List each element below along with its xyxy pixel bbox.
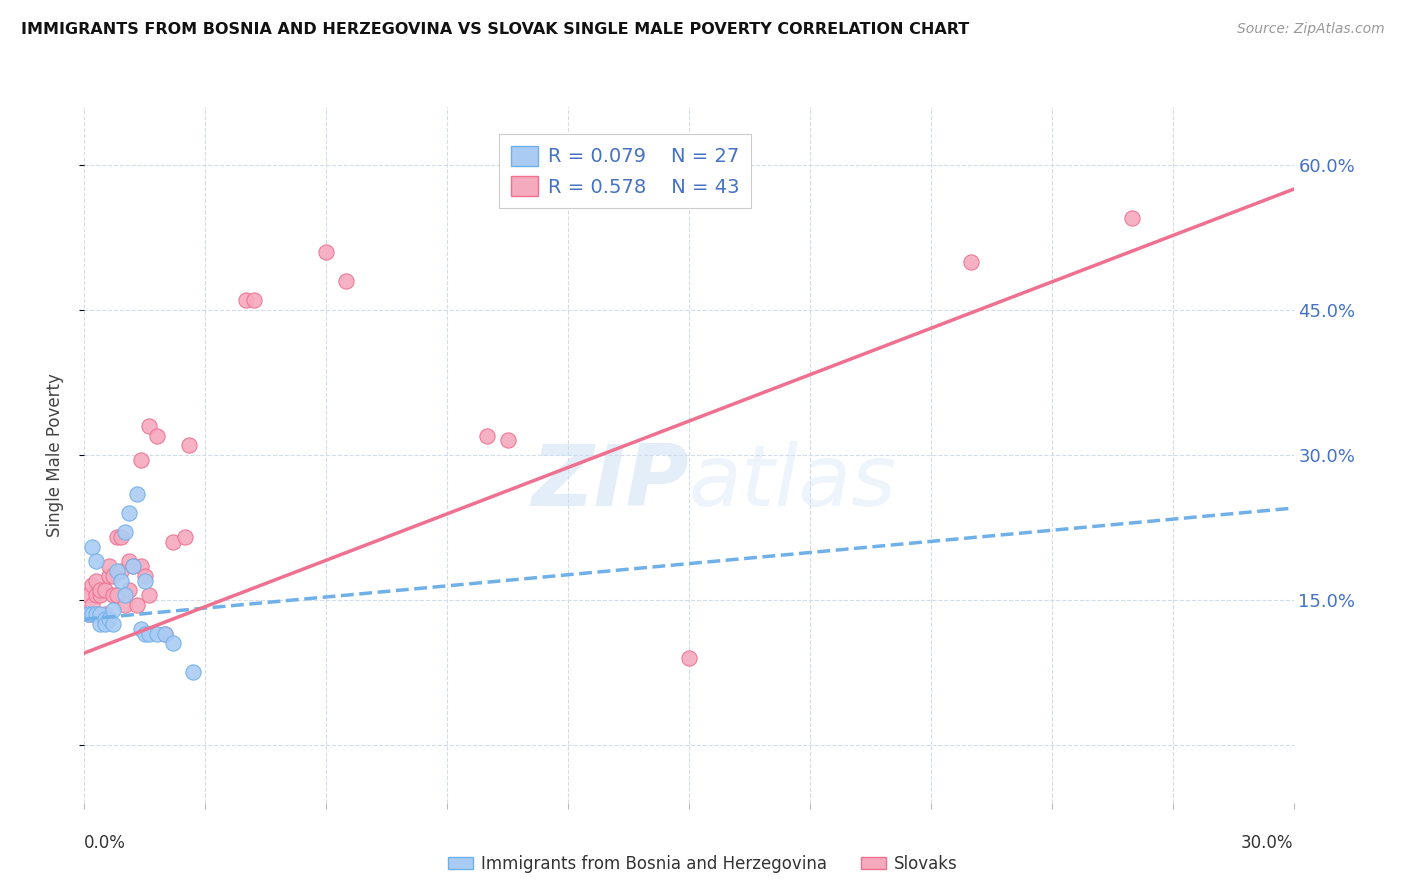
Point — [118, 506, 141, 520]
Point — [121, 559, 143, 574]
Point — [181, 665, 204, 680]
Point — [335, 274, 357, 288]
Point — [129, 622, 152, 636]
Point — [162, 636, 184, 650]
Point — [125, 598, 148, 612]
Point — [153, 626, 176, 640]
Point — [174, 530, 197, 544]
Point — [82, 578, 104, 592]
Point — [315, 244, 337, 259]
Legend: R = 0.079    N = 27, R = 0.578    N = 43: R = 0.079 N = 27, R = 0.578 N = 43 — [499, 134, 751, 208]
Point — [93, 617, 115, 632]
Point — [110, 530, 132, 544]
Point — [101, 617, 124, 632]
Point — [114, 525, 136, 540]
Point — [134, 568, 156, 582]
Point — [101, 588, 124, 602]
Point — [86, 554, 108, 568]
Point — [114, 598, 136, 612]
Text: IMMIGRANTS FROM BOSNIA AND HERZEGOVINA VS SLOVAK SINGLE MALE POVERTY CORRELATION: IMMIGRANTS FROM BOSNIA AND HERZEGOVINA V… — [21, 22, 969, 37]
Point — [146, 428, 169, 442]
Point — [114, 588, 136, 602]
Point — [77, 607, 100, 622]
Y-axis label: Single Male Poverty: Single Male Poverty — [45, 373, 63, 537]
Point — [110, 574, 132, 588]
Point — [93, 612, 115, 626]
Point — [960, 254, 983, 268]
Point — [101, 602, 124, 616]
Point — [105, 564, 128, 578]
Point — [89, 617, 111, 632]
Point — [97, 568, 120, 582]
Text: 0.0%: 0.0% — [84, 834, 127, 852]
Text: 30.0%: 30.0% — [1241, 834, 1294, 852]
Point — [86, 607, 108, 622]
Point — [162, 534, 184, 549]
Point — [77, 588, 100, 602]
Point — [93, 607, 115, 622]
Point — [138, 419, 160, 434]
Point — [93, 583, 115, 598]
Point — [82, 607, 104, 622]
Point — [89, 588, 111, 602]
Point — [121, 559, 143, 574]
Text: atlas: atlas — [689, 442, 897, 524]
Point — [86, 588, 108, 602]
Point — [86, 574, 108, 588]
Point — [125, 486, 148, 500]
Point — [82, 607, 104, 622]
Text: ZIP: ZIP — [531, 442, 689, 524]
Point — [134, 574, 156, 588]
Point — [153, 626, 176, 640]
Point — [138, 588, 160, 602]
Point — [118, 583, 141, 598]
Legend: Immigrants from Bosnia and Herzegovina, Slovaks: Immigrants from Bosnia and Herzegovina, … — [441, 848, 965, 880]
Text: Source: ZipAtlas.com: Source: ZipAtlas.com — [1237, 22, 1385, 37]
Point — [134, 626, 156, 640]
Point — [89, 607, 111, 622]
Point — [678, 651, 700, 665]
Point — [105, 530, 128, 544]
Point — [477, 428, 499, 442]
Point — [118, 554, 141, 568]
Point — [82, 598, 104, 612]
Point — [129, 559, 152, 574]
Point — [138, 626, 160, 640]
Point — [1121, 211, 1143, 226]
Point — [179, 438, 201, 452]
Point — [89, 583, 111, 598]
Point — [101, 568, 124, 582]
Point — [146, 626, 169, 640]
Point — [496, 434, 519, 448]
Point — [242, 293, 264, 308]
Point — [129, 452, 152, 467]
Point — [97, 559, 120, 574]
Point — [110, 564, 132, 578]
Point — [105, 588, 128, 602]
Point — [97, 612, 120, 626]
Point — [77, 607, 100, 622]
Point — [235, 293, 257, 308]
Point — [82, 540, 104, 554]
